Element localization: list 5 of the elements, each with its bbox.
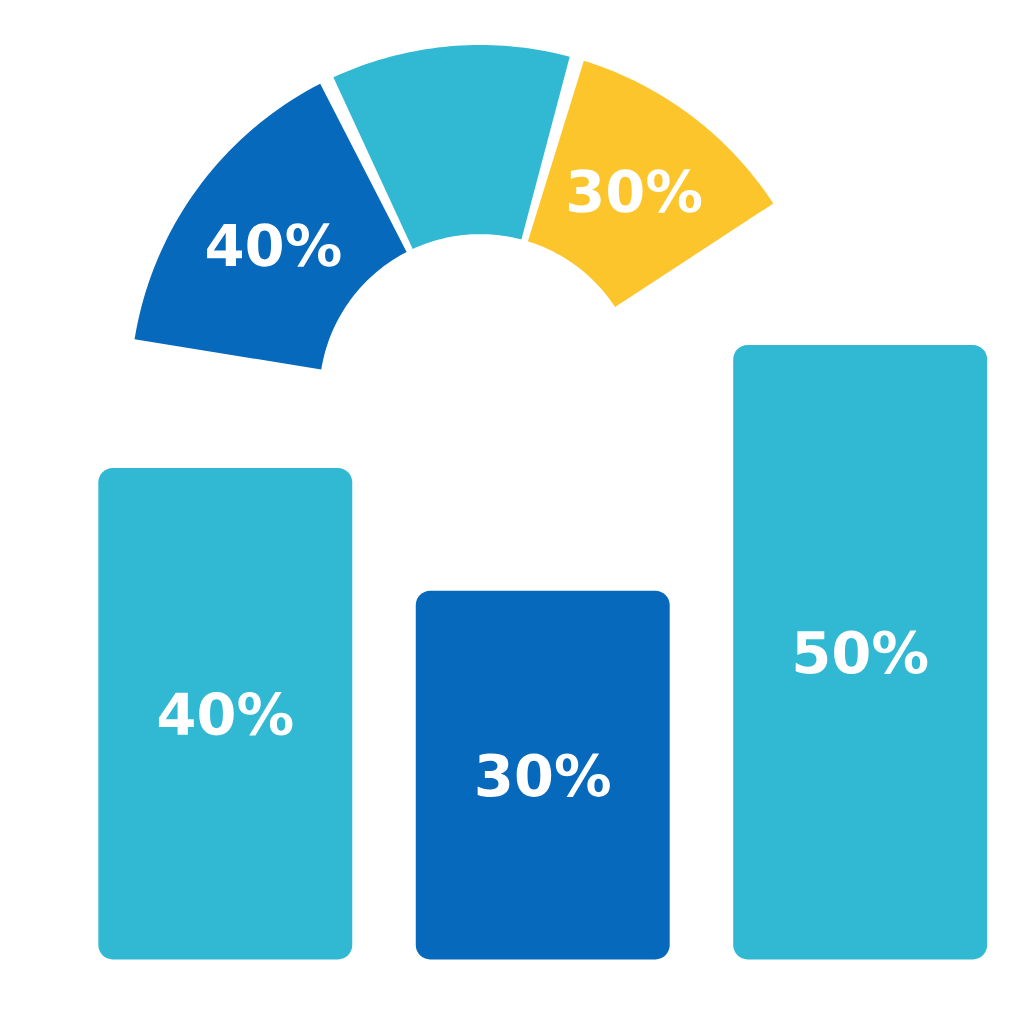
- data-label: 40%: [158, 691, 293, 736]
- data-label: 40%: [207, 223, 341, 267]
- data-label: 30%: [477, 753, 610, 797]
- data-label: 50%: [795, 630, 928, 675]
- data-label: 30%: [569, 169, 702, 213]
